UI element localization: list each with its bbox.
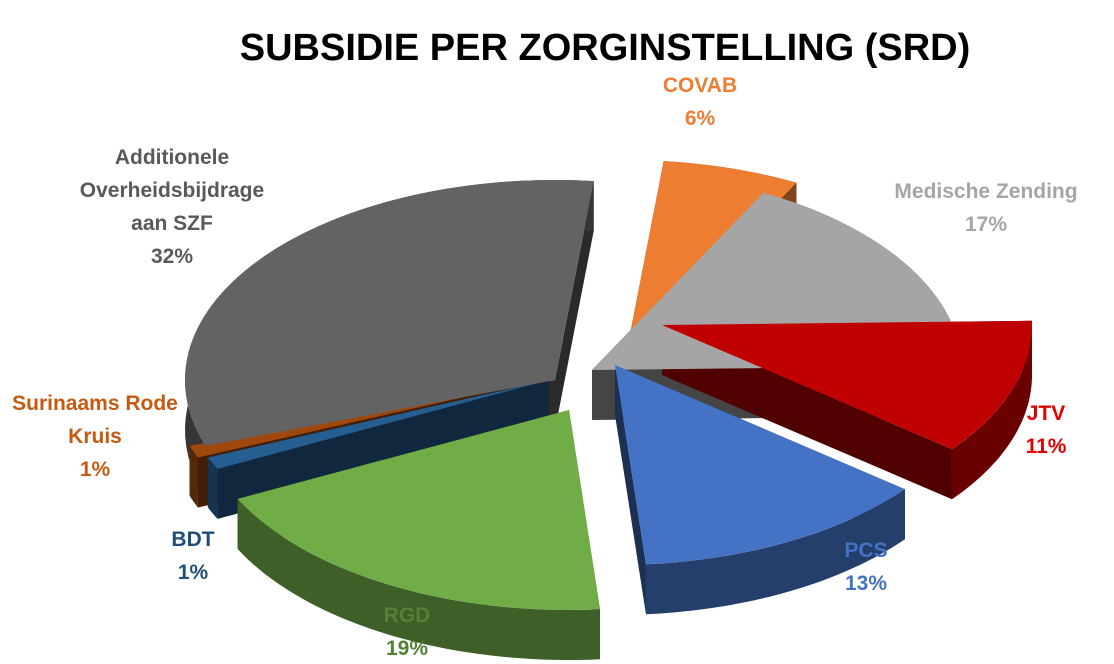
data-label-value: 19% bbox=[386, 637, 428, 660]
data-label-value: 6% bbox=[685, 107, 716, 130]
data-label-4: RGD 19% bbox=[384, 604, 431, 660]
data-label-1: Medische Zending 17% bbox=[894, 180, 1077, 236]
data-labels: COVAB 6% Medische Zending 17% JTV 11% PCS 13% RG… bbox=[12, 74, 1077, 660]
data-label-value: 32% bbox=[151, 245, 193, 268]
data-label-name: Overheidsbijdrage bbox=[80, 179, 264, 202]
slice-wall-7-1 bbox=[555, 181, 594, 430]
slice-6 bbox=[189, 445, 198, 508]
slice-rim-6 bbox=[189, 445, 198, 508]
data-label-6: Surinaams Rode Kruis 1% bbox=[12, 392, 178, 481]
data-label-value: 1% bbox=[80, 458, 111, 481]
slice-top-3 bbox=[615, 365, 905, 565]
slice-top-5 bbox=[207, 380, 549, 469]
slice-2 bbox=[951, 320, 1032, 500]
data-label-name: Surinaams Rode bbox=[12, 392, 178, 415]
data-label-name: COVAB bbox=[663, 74, 737, 97]
data-label-7: Additionele Overheidsbijdrage aan SZF 32% bbox=[80, 146, 264, 268]
chart-title: SUBSIDIE PER ZORGINSTELLING (SRD) bbox=[240, 27, 970, 69]
data-label-value: 11% bbox=[1026, 435, 1067, 458]
slice-wall-2-1 bbox=[662, 325, 952, 500]
slice-rim-2 bbox=[951, 320, 1032, 500]
slice-top-2 bbox=[662, 320, 1032, 450]
slice-top-7 bbox=[184, 180, 594, 446]
data-label-value: 1% bbox=[178, 561, 209, 584]
data-label-name: aan SZF bbox=[131, 212, 213, 235]
slice-top-4 bbox=[237, 410, 600, 610]
data-label-5: BDT 1% bbox=[171, 528, 214, 584]
slice-rim-4 bbox=[237, 498, 600, 660]
data-label-name: Additionele bbox=[115, 146, 229, 169]
data-label-3: PCS 13% bbox=[844, 539, 887, 595]
slice-rim-3 bbox=[645, 489, 905, 615]
slice-5 bbox=[207, 457, 218, 519]
data-label-value: 17% bbox=[965, 213, 1007, 236]
slice-tops bbox=[184, 161, 1032, 610]
data-label-0: COVAB 6% bbox=[663, 74, 737, 130]
data-label-name: RGD bbox=[384, 604, 431, 627]
data-label-name: Medische Zending bbox=[894, 180, 1077, 203]
slice-wall-3-1 bbox=[615, 365, 646, 615]
slice-4 bbox=[237, 498, 600, 660]
slice-rim-5 bbox=[207, 457, 218, 519]
data-label-value: 13% bbox=[845, 572, 887, 595]
data-label-2: JTV 11% bbox=[1026, 402, 1067, 458]
slice-3 bbox=[645, 489, 905, 615]
data-label-name: BDT bbox=[171, 528, 214, 551]
data-label-name: Kruis bbox=[68, 425, 122, 448]
data-label-name: PCS bbox=[844, 539, 887, 562]
data-label-name: JTV bbox=[1027, 402, 1066, 425]
slice-wall-5-1 bbox=[207, 380, 549, 508]
